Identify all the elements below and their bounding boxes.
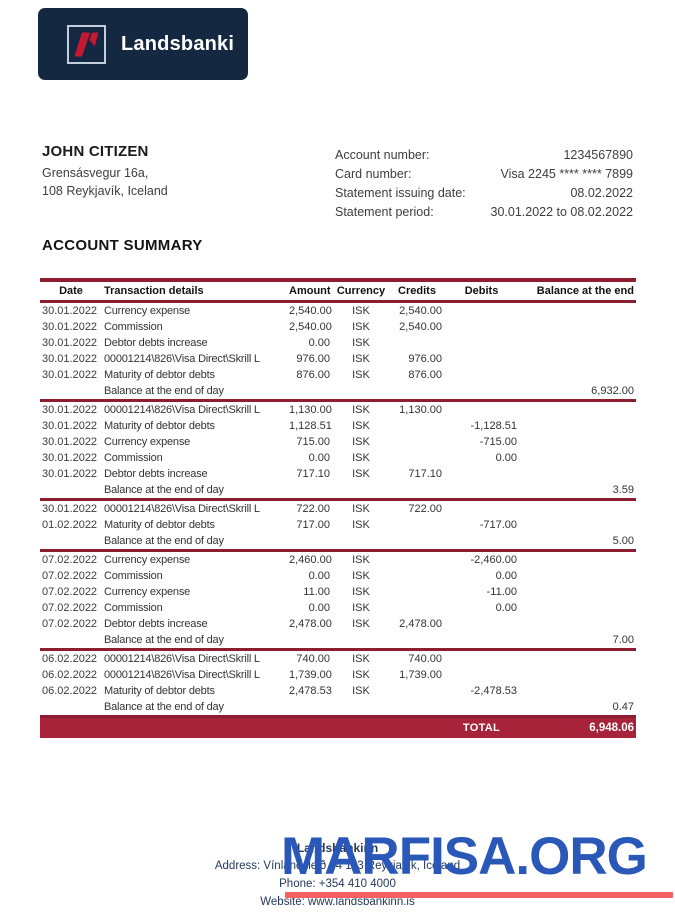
- landsbanki-logo: Landsbanki: [38, 8, 248, 80]
- balance-row: Balance at the end of day 3.59: [40, 482, 636, 500]
- column-header-balance: Balance at the end: [536, 285, 634, 297]
- footer-address: Address: Vínlandsleið 14 113 Reykjavík, …: [214, 860, 461, 872]
- table-row: 30.01.2022 Debtor debts increase 0.00 ISK: [42, 337, 370, 349]
- issuing-date-value: 08.02.2022: [570, 186, 633, 200]
- table-row: 30.01.2022 Maturity of debtor debts 1,128.…: [42, 420, 517, 432]
- table-row: 07.02.2022 Currency expense 11.00 ISK -11.00: [42, 586, 517, 598]
- brand-name: Landsbanki: [121, 32, 235, 55]
- column-header-details: Transaction details: [104, 285, 204, 297]
- column-header-debits: Debits: [464, 285, 499, 297]
- column-header-currency: Currency: [336, 285, 386, 297]
- total-row: TOTAL 6,948.06: [40, 716, 636, 738]
- total-label: TOTAL: [462, 721, 501, 734]
- table-row: 30.01.2022 Debtor debts increase 717.10 ISK…: [42, 468, 442, 480]
- table-row: 30.01.2022 00001214\826\Visa Direct\Skril…: [42, 404, 442, 416]
- table-row: 07.02.2022 Debtor debts increase 2,478.00 I…: [42, 618, 442, 630]
- table-row: 30.01.2022 Currency expense 715.00 ISK -715.…: [42, 436, 517, 448]
- table-row: 07.02.2022 Currency expense 2,460.00 ISK -2,…: [42, 554, 517, 566]
- account-number-row: Account number: 1234567890: [335, 146, 633, 165]
- table-row: 30.01.2022 00001214\826\Visa Direct\Skril…: [42, 503, 442, 515]
- statement-period-row: Statement period: 30.01.2022 to 08.02.20…: [335, 203, 633, 222]
- balance-row: Balance at the end of day 6,932.00: [40, 383, 636, 401]
- card-number-label: Card number:: [335, 167, 412, 181]
- issuing-date-row: Statement issuing date: 08.02.2022: [335, 184, 633, 203]
- table-row: 06.02.2022 Maturity of debtor debts 2,478.…: [42, 685, 517, 697]
- card-number-row: Card number: Visa 2245 **** **** 7899: [335, 165, 633, 184]
- table-row: 30.01.2022 Commission 0.00 ISK 0.00: [42, 452, 517, 464]
- page-title: ACCOUNT SUMMARY: [42, 237, 203, 254]
- card-number-value: Visa 2245 **** **** 7899: [500, 167, 633, 181]
- customer-block: JOHN CITIZEN Grensásvegur 16a, 108 Reykj…: [42, 143, 168, 200]
- footer-bank-name: Landsbankinn: [296, 841, 379, 855]
- table-row: 07.02.2022 Commission 0.00 ISK 0.00: [42, 602, 517, 614]
- landsbanki-logo-icon: [67, 24, 106, 64]
- column-header-amount: Amount: [289, 285, 331, 297]
- table-row: 01.02.2022 Maturity of debtor debts 717.00…: [42, 519, 517, 531]
- column-header-credits: Credits: [398, 285, 436, 297]
- customer-name: JOHN CITIZEN: [42, 143, 149, 160]
- table-row: 06.02.2022 00001214\826\Visa Direct\Skril…: [42, 653, 442, 665]
- account-number-value: 1234567890: [563, 148, 633, 162]
- table-row: 30.01.2022 00001214\826\Visa Direct\Skril…: [42, 353, 442, 365]
- table-row: 30.01.2022 Maturity of debtor debts 876.00…: [42, 369, 442, 381]
- table-row: 07.02.2022 Commission 0.00 ISK 0.00: [42, 570, 517, 582]
- balance-row: Balance at the end of day 5.00: [40, 533, 636, 551]
- issuing-date-label: Statement issuing date:: [335, 186, 466, 200]
- table-row: 30.01.2022 Currency expense 2,540.00 ISK 2,5…: [42, 305, 442, 317]
- total-value: 6,948.06: [589, 721, 634, 734]
- footer-phone: Phone: +354 410 4000: [279, 878, 396, 890]
- account-number-label: Account number:: [335, 148, 430, 162]
- account-info-block: Account number: 1234567890 Card number: …: [335, 146, 633, 222]
- balance-row: Balance at the end of day 7.00: [40, 632, 636, 650]
- table-row: 30.01.2022 Commission 2,540.00 ISK 2,540.00: [42, 321, 442, 333]
- balance-row: Balance at the end of day 0.47: [40, 699, 636, 717]
- transactions-body: 30.01.2022 Currency expense 2,540.00 ISK 2,5…: [40, 302, 636, 717]
- transactions-table: Date Transaction details Amount Currency…: [40, 278, 636, 738]
- footer-website: Website: www.landsbankinn.is: [260, 896, 415, 908]
- column-header-date: Date: [59, 285, 83, 297]
- table-header-row: Date Transaction details Amount Currency…: [40, 280, 636, 302]
- customer-address-line2: 108 Reykjavík, Iceland: [42, 184, 168, 198]
- footer-block: Landsbankinn Address: Vínlandsleið 14 11…: [0, 839, 675, 911]
- landsbanki-mark-icon: [74, 32, 99, 56]
- customer-address-line1: Grensásvegur 16a,: [42, 166, 149, 180]
- statement-period-label: Statement period:: [335, 205, 434, 219]
- statement-period-value: 30.01.2022 to 08.02.2022: [490, 205, 634, 219]
- table-row: 06.02.2022 00001214\826\Visa Direct\Skril…: [42, 669, 442, 681]
